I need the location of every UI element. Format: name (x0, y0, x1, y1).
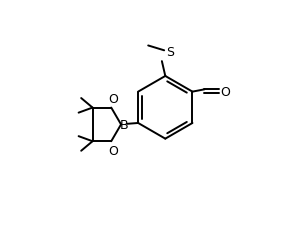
Text: B: B (120, 118, 129, 131)
Text: S: S (166, 46, 174, 59)
Text: O: O (220, 85, 230, 98)
Text: O: O (108, 92, 118, 105)
Text: O: O (108, 144, 118, 157)
